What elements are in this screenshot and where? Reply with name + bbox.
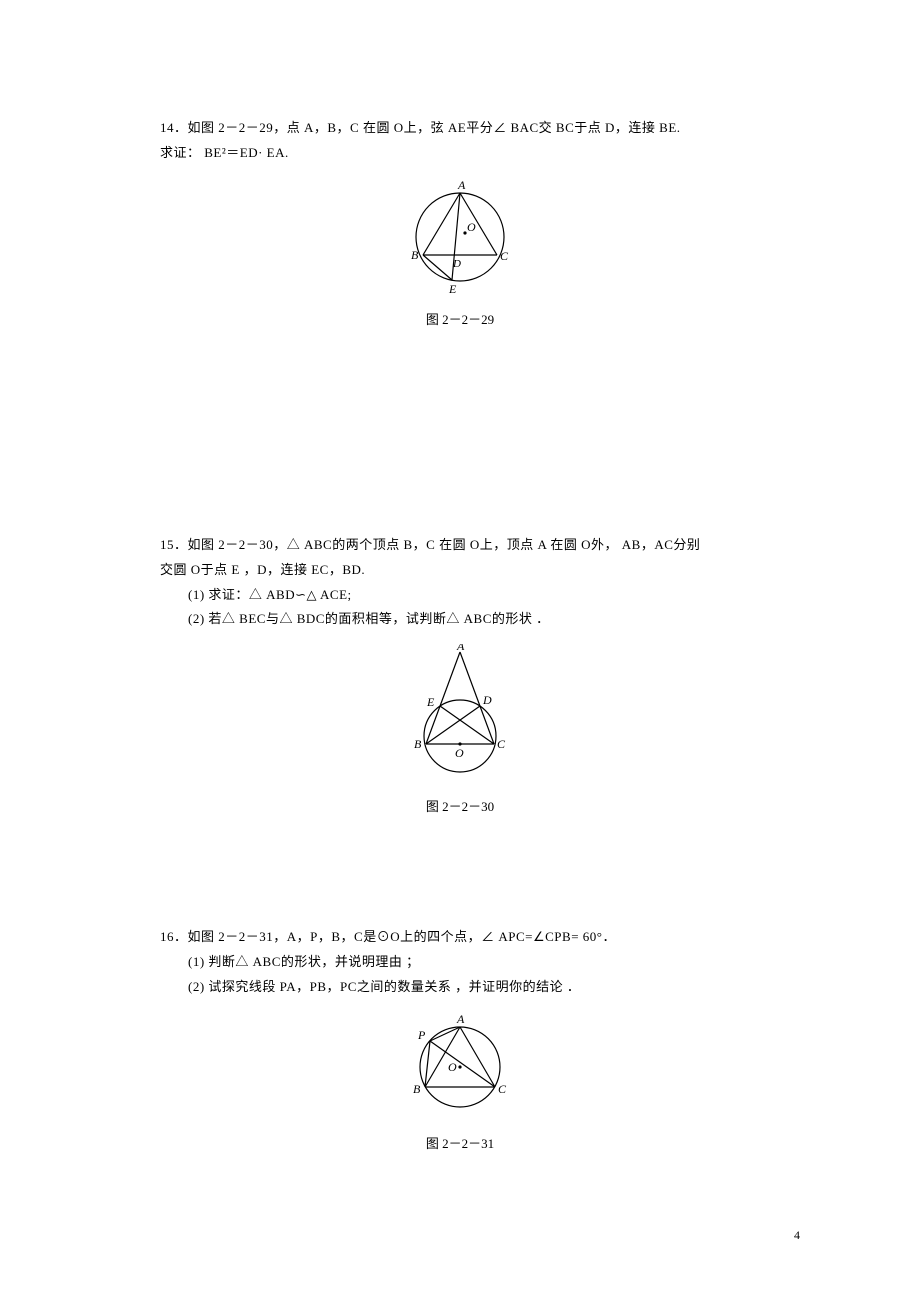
problem-15: 15．如图 2－2－30，△ ABC的两个顶点 B，C 在圆 O上，顶点 A 在… bbox=[160, 533, 760, 815]
spacer-1 bbox=[160, 338, 760, 533]
svg-text:C: C bbox=[497, 737, 506, 751]
svg-text:C: C bbox=[500, 249, 509, 263]
page-number: 4 bbox=[794, 1228, 800, 1243]
figure-16-caption: 图 2－2－31 bbox=[160, 1133, 760, 1152]
svg-text:D: D bbox=[452, 258, 461, 270]
problem-14-line-1: 14．如图 2－2－29，点 A，B，C 在圆 O上，弦 AE平分∠ BAC交 … bbox=[160, 116, 760, 141]
svg-text:D: D bbox=[482, 693, 492, 707]
problem-16-sub-1: (1) 判断△ ABC的形状，并说明理由 ； bbox=[160, 950, 760, 975]
problem-14: 14．如图 2－2－29，点 A，B，C 在圆 O上，弦 AE平分∠ BAC交 … bbox=[160, 116, 760, 328]
svg-text:E: E bbox=[448, 282, 457, 296]
svg-text:E: E bbox=[426, 695, 435, 709]
figure-14-caption: 图 2－2－29 bbox=[160, 309, 760, 328]
problem-16-sub-2: (2) 试探究线段 PA，PB，PC之间的数量关系 ，并证明你的结论 ． bbox=[160, 975, 760, 1000]
figure-14: A B C D E O 图 2－2－29 bbox=[160, 177, 760, 328]
svg-text:O: O bbox=[455, 746, 464, 760]
page: 14．如图 2－2－29，点 A，B，C 在圆 O上，弦 AE平分∠ BAC交 … bbox=[0, 0, 920, 1303]
svg-text:C: C bbox=[498, 1082, 507, 1096]
problem-14-line-2: 求证： BE²＝ED· EA. bbox=[160, 141, 760, 166]
spacer-2 bbox=[160, 825, 760, 925]
figure-15-svg: A B C E D O bbox=[400, 644, 520, 784]
figure-15-caption: 图 2－2－30 bbox=[160, 796, 760, 815]
figure-16-svg: A P B C O bbox=[400, 1011, 520, 1121]
svg-text:A: A bbox=[457, 178, 466, 192]
svg-text:B: B bbox=[413, 1082, 421, 1096]
svg-text:O: O bbox=[467, 220, 476, 234]
svg-text:B: B bbox=[414, 737, 422, 751]
svg-text:P: P bbox=[417, 1028, 426, 1042]
figure-16: A P B C O 图 2－2－31 bbox=[160, 1011, 760, 1152]
problem-15-line-2: 交圆 O于点 E ，D，连接 EC，BD. bbox=[160, 558, 760, 583]
svg-text:A: A bbox=[456, 1012, 465, 1026]
figure-14-svg: A B C D E O bbox=[395, 177, 525, 297]
figure-15: A B C E D O 图 2－2－30 bbox=[160, 644, 760, 815]
problem-15-sub-2: (2) 若△ BEC与△ BDC的面积相等，试判断△ ABC的形状 ． bbox=[160, 607, 760, 632]
problem-15-line-1: 15．如图 2－2－30，△ ABC的两个顶点 B，C 在圆 O上，顶点 A 在… bbox=[160, 533, 760, 558]
svg-text:B: B bbox=[411, 248, 419, 262]
problem-16: 16．如图 2－2－31，A，P，B，C是⊙O上的四个点，∠ APC=∠CPB=… bbox=[160, 925, 760, 1152]
problem-16-line-1: 16．如图 2－2－31，A，P，B，C是⊙O上的四个点，∠ APC=∠CPB=… bbox=[160, 925, 760, 950]
svg-text:A: A bbox=[456, 644, 465, 653]
svg-text:O: O bbox=[448, 1060, 457, 1074]
problem-15-sub-1: (1) 求证：△ ABD∽△ ACE; bbox=[160, 583, 760, 608]
